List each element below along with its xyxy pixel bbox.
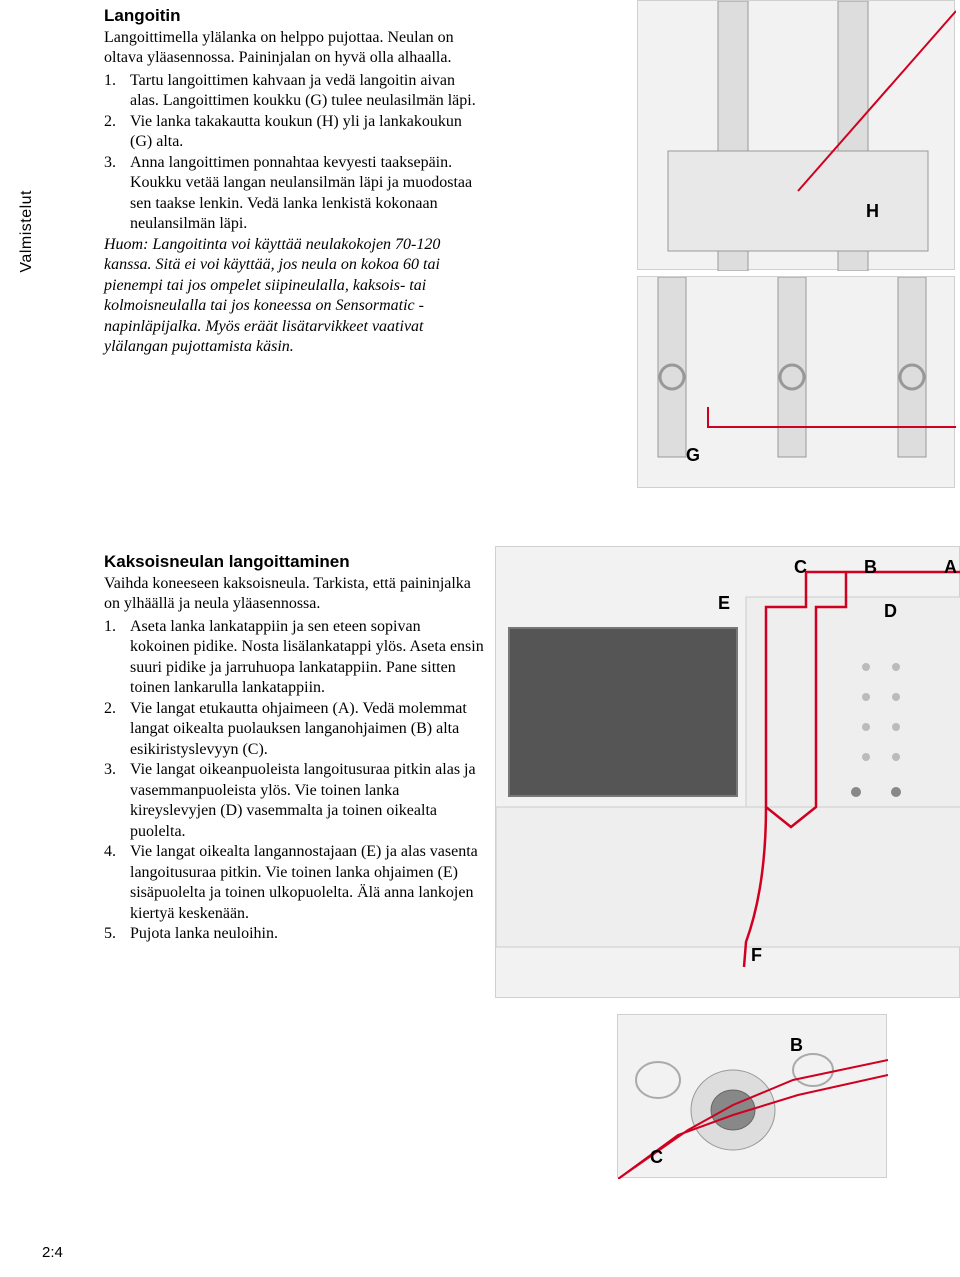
label-b: B <box>864 557 877 578</box>
page-number: 2:4 <box>42 1244 63 1261</box>
list-item: Vie langat oikeanpuoleista langoitusuraa… <box>104 760 484 842</box>
section1-intro: Langoittimella ylälanka on helppo pujott… <box>104 28 484 69</box>
label-h: H <box>866 201 879 222</box>
section2-steps: Aseta lanka lankatappiin ja sen eteen so… <box>104 617 484 945</box>
label-b2: B <box>790 1035 803 1056</box>
figure-tension-detail: B C <box>617 1014 887 1178</box>
label-a: A <box>944 557 957 578</box>
section1-note: Huom: Langoitinta voi käyttää neulakokoj… <box>104 235 484 358</box>
section1-steps: Tartu langoittimen kahvaan ja vedä lango… <box>104 71 484 235</box>
list-item: Vie langat oikealta langannostajaan (E) … <box>104 842 484 924</box>
section2-heading: Kaksoisneulan langoittaminen <box>104 552 484 572</box>
list-item: Aseta lanka lankatappiin ja sen eteen so… <box>104 617 484 699</box>
figure-machine-main: PFAFF C B A D E F <box>495 546 960 998</box>
figure-threader-top: H <box>637 0 955 270</box>
label-f: F <box>751 945 762 966</box>
label-c: C <box>794 557 807 578</box>
section1-heading: Langoitin <box>104 6 484 26</box>
section2-intro: Vaihda koneeseen kaksoisneula. Tarkista,… <box>104 574 484 615</box>
label-d: D <box>884 601 897 622</box>
label-c2: C <box>650 1147 663 1168</box>
diagram-svg <box>638 1 956 271</box>
list-item: Tartu langoittimen kahvaan ja vedä lango… <box>104 71 484 112</box>
list-item: Vie lanka takakautta koukun (H) yli ja l… <box>104 112 484 153</box>
figure-threader-bottom: G <box>637 276 955 488</box>
label-g: G <box>686 445 700 466</box>
label-e: E <box>718 593 730 614</box>
list-item: Vie langat etukautta ohjaimeen (A). Vedä… <box>104 699 484 760</box>
sidebar-tab: Valmistelut <box>18 190 36 273</box>
section-kaksoisneula: Kaksoisneulan langoittaminen Vaihda kone… <box>104 552 484 944</box>
list-item: Anna langoittimen ponnahtaa kevyesti taa… <box>104 153 484 235</box>
list-item: Pujota lanka neuloihin. <box>104 924 484 944</box>
section-langoitin: Langoitin Langoittimella ylälanka on hel… <box>104 6 484 358</box>
